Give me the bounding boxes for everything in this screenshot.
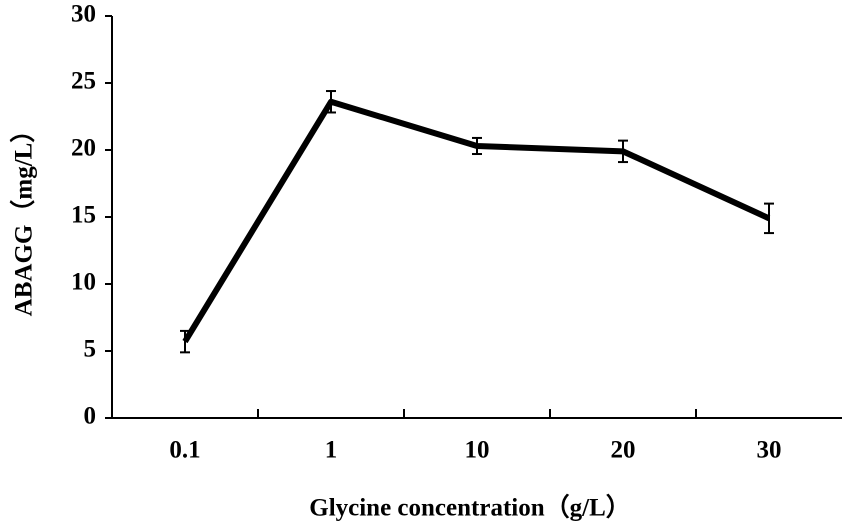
y-tick-label: 0 bbox=[84, 403, 97, 430]
y-tick-label: 5 bbox=[84, 336, 97, 363]
x-tick-label: 30 bbox=[757, 437, 782, 464]
y-tick-label: 10 bbox=[71, 269, 96, 296]
x-tick-label: 0.1 bbox=[169, 437, 200, 464]
error-bar bbox=[326, 90, 336, 114]
error-bar bbox=[180, 329, 190, 354]
x-tick-label: 10 bbox=[465, 437, 490, 464]
x-tick-label: 20 bbox=[611, 437, 636, 464]
y-tick-label: 30 bbox=[71, 1, 96, 28]
error-bar bbox=[472, 136, 482, 156]
error-bar bbox=[764, 202, 774, 235]
y-tick-label: 25 bbox=[71, 68, 96, 95]
error-bar bbox=[618, 139, 628, 164]
y-tick-label: 20 bbox=[71, 135, 96, 162]
y-tick-label: 15 bbox=[71, 202, 96, 229]
y-axis-label: ABAGG（mg/L） bbox=[9, 118, 38, 317]
x-tick-label: 1 bbox=[325, 437, 338, 464]
x-axis-label: Glycine concentration（g/L） bbox=[309, 493, 631, 522]
